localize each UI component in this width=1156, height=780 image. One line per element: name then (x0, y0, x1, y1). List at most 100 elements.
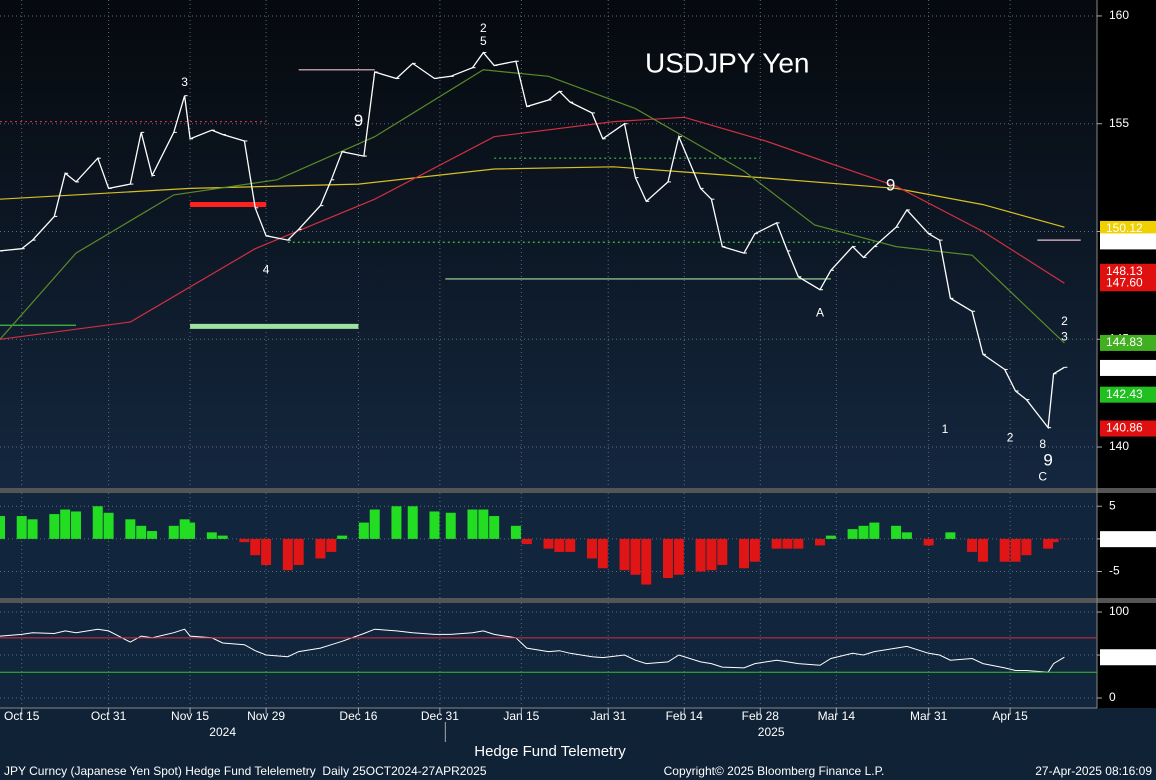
count-label: 9 (354, 111, 363, 130)
x-tick-label: Nov 15 (171, 709, 209, 723)
hist-bar (467, 509, 478, 539)
hist-bar (429, 511, 440, 539)
count-label: 4 (263, 262, 270, 276)
hist-bar (217, 535, 228, 539)
hist-bar (977, 538, 988, 562)
hist-bar (489, 516, 500, 539)
moving-average (0, 116, 1065, 340)
hist-bar (510, 525, 521, 539)
hist-bar (543, 538, 554, 549)
hist-bar (815, 538, 826, 546)
hist-bar (586, 538, 597, 559)
hist-bar (478, 509, 489, 539)
x-year-label: 2024 (209, 725, 236, 739)
value-box (1100, 649, 1156, 666)
hist-bar (71, 511, 82, 539)
hist-bar (293, 538, 304, 565)
hist-bar (891, 525, 902, 539)
hist-bar (125, 519, 136, 539)
hist-bar (945, 532, 956, 539)
hist-bar (391, 506, 402, 539)
count-label: 3 (181, 75, 188, 89)
count-label: 2 (1061, 314, 1068, 328)
value-box (1100, 233, 1156, 250)
hist-bar (185, 522, 196, 539)
hist-bar (706, 538, 717, 571)
hist-bar (554, 538, 565, 552)
hist-bar (923, 538, 934, 546)
hist-bar (858, 525, 869, 539)
value-box-label: 142.43 (1106, 387, 1143, 401)
y-tick-label: -5 (1109, 564, 1120, 578)
hist-bar (27, 519, 38, 539)
hist-bar (901, 532, 912, 539)
value-box-label: 144.83 (1106, 335, 1143, 349)
hist-bar (869, 522, 880, 539)
footer-right: 27-Apr-2025 08:16:09 (1035, 764, 1152, 778)
y-tick-label: 140 (1109, 439, 1129, 453)
value-box-label: 47.4228 (1106, 649, 1150, 663)
count-label: C (1038, 469, 1047, 483)
value-box (1100, 531, 1156, 548)
value-box-label: 150.12 (1106, 221, 1143, 235)
y-tick-label: 0 (1109, 690, 1116, 704)
x-tick-label: Jan 15 (503, 709, 539, 723)
x-tick-label: Feb 28 (742, 709, 780, 723)
x-tick-label: Mar 31 (910, 709, 948, 723)
value-box (1100, 420, 1156, 437)
count-label: 2 (1007, 431, 1014, 445)
y-tick-label: 5 (1109, 498, 1116, 512)
x-tick-label: Mar 14 (818, 709, 856, 723)
hist-bar (739, 538, 750, 569)
y-tick-label: 100 (1109, 604, 1129, 618)
count-label: 3 (1061, 329, 1068, 343)
value-box-label: 148.13 (1106, 264, 1143, 278)
hist-bar (662, 538, 673, 579)
hist-bar (1021, 538, 1032, 556)
hist-bar (749, 538, 760, 562)
hist-bar (0, 516, 5, 539)
hist-bar (445, 512, 456, 539)
value-box-label: 149.54 (1106, 234, 1143, 248)
hist-bar (695, 538, 706, 572)
x-axis-area (0, 708, 1156, 780)
hist-bar (825, 535, 836, 539)
hist-bar (619, 538, 630, 571)
count-label: 9 (1043, 451, 1052, 470)
hist-bar (630, 538, 641, 575)
hist-bar (967, 538, 978, 552)
value-box-label: -0.0424 (1106, 531, 1147, 545)
hist-bar (771, 538, 782, 549)
hist-bar (999, 538, 1010, 562)
value-box (1100, 334, 1156, 351)
hist-bar (60, 509, 71, 539)
count-label: A (816, 306, 824, 320)
x-tick-label: Dec 16 (339, 709, 377, 723)
hist-bar (92, 506, 103, 539)
hist-bar (369, 509, 380, 539)
moving-average (0, 69, 1065, 344)
footer-center: Copyright© 2025 Bloomberg Finance L.P. (664, 764, 885, 778)
hist-bar (315, 538, 326, 559)
x-tick-label: Dec 31 (421, 709, 459, 723)
count-label: 1 (942, 422, 949, 436)
hist-bar (521, 538, 532, 545)
hist-bar (673, 538, 684, 575)
x-axis-title: Hedge Fund Telemetry (474, 743, 626, 760)
hist-bar (565, 538, 576, 552)
x-year-label: 2025 (758, 725, 785, 739)
value-box (1100, 220, 1156, 237)
x-tick-label: Oct 31 (91, 709, 127, 723)
hist-bar (717, 538, 728, 565)
hist-bar (793, 538, 804, 549)
hist-bar (1043, 538, 1054, 549)
hist-bar (1010, 538, 1021, 562)
value-box (1100, 386, 1156, 403)
x-tick-label: Apr 15 (992, 709, 1028, 723)
hist-bar (49, 514, 60, 539)
x-tick-label: Nov 29 (247, 709, 285, 723)
count-label: 8 (1039, 437, 1046, 451)
hist-bar (250, 538, 261, 556)
